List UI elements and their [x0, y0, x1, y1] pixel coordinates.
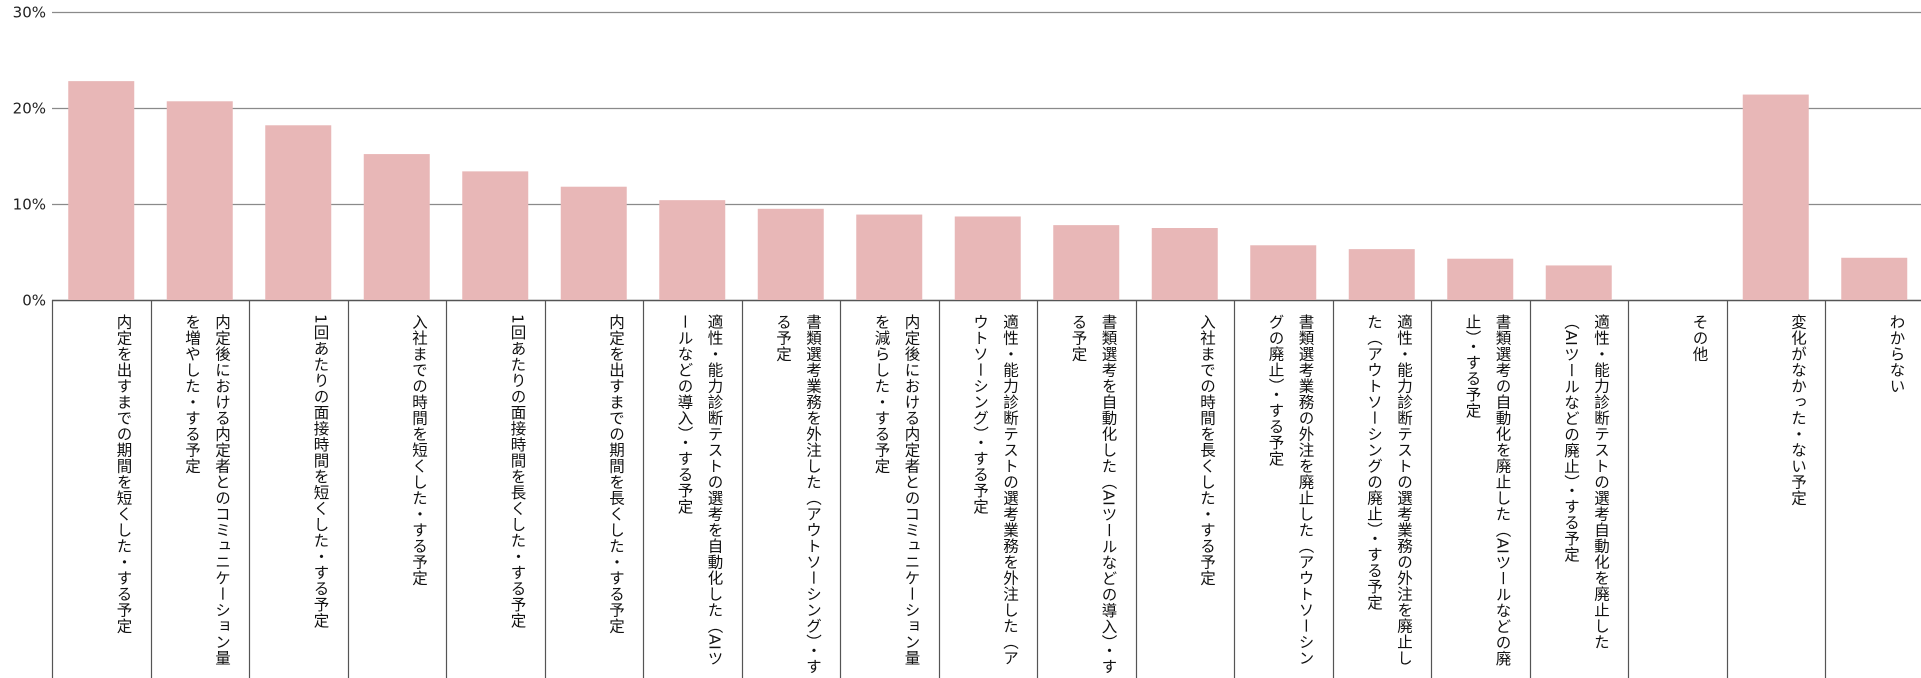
x-tick-label: わからない [1887, 314, 1906, 394]
bar [1151, 228, 1218, 300]
bar [856, 214, 923, 300]
x-tick-label: 適性・能力診断テストの選考業務の外注を廃止した（アウトソーシングの廃止）・する予… [1365, 314, 1413, 666]
x-tick-label: 適性・能力診断テストの選考を自動化した（AIツールなどの導入）・する予定 [675, 314, 724, 667]
x-tick-label: 1回あたりの面接時間を短くした・する予定 [311, 314, 330, 629]
x-tick-label: 内定を出すまでの期間を長くした・する予定 [607, 314, 625, 634]
y-tick-label: 10% [13, 196, 46, 214]
bar [1841, 257, 1908, 300]
bar [1447, 258, 1514, 300]
bar [1053, 225, 1120, 300]
x-tick-label: 1回あたりの面接時間を長くした・する予定 [508, 314, 527, 629]
bar [1545, 265, 1612, 300]
x-tick-label: 内定後における内定者とのコミュニケーション量を増やした・する予定 [183, 314, 231, 666]
x-tick-label: 書類選考業務の外注を廃止した（アウトソーシングの廃止）・する予定 [1266, 314, 1315, 666]
x-tick-label: 適性・能力診断テストの選考業務を外注した（アウトソーシング）・する予定 [971, 314, 1019, 666]
x-tick-label: 内定を出すまでの期間を短くした・する予定 [114, 314, 133, 634]
x-tick-label: 適性・能力診断テストの選考自動化を廃止した（AIツールなどの廃止）・する予定 [1562, 314, 1610, 650]
x-tick-label: 入社までの時間を短くした・する予定 [410, 314, 428, 586]
bar [560, 186, 627, 300]
bar [1742, 94, 1809, 300]
bar [462, 171, 529, 300]
x-tick-label: 書類選考の自動化を廃止した（AIツールなどの廃止）・する予定 [1463, 314, 1512, 667]
bar [757, 208, 824, 300]
bar [363, 154, 430, 300]
x-tick-label: 入社までの時間を長くした・する予定 [1198, 314, 1216, 586]
x-tick-label: 書類選考業務を外注した（アウトソーシング）・する予定 [774, 314, 822, 675]
x-tick-label: その他 [1690, 314, 1709, 362]
bar [1250, 245, 1317, 300]
x-tick-label: 内定後における内定者とのコミュニケーション量を減らした・する予定 [872, 314, 921, 666]
x-tick-label: 変化がなかった・ない予定 [1789, 314, 1807, 506]
bar [954, 216, 1021, 300]
x-tick-label: 書類選考を自動化した（AIツールなどの導入）・する予定 [1069, 314, 1118, 675]
bar [659, 200, 726, 300]
bar [1348, 249, 1415, 300]
y-tick-label: 20% [13, 100, 46, 118]
bar [166, 101, 233, 300]
bar [68, 81, 135, 301]
y-tick-label: 0% [22, 292, 46, 310]
bar [265, 125, 332, 300]
y-tick-label: 30% [13, 4, 46, 22]
